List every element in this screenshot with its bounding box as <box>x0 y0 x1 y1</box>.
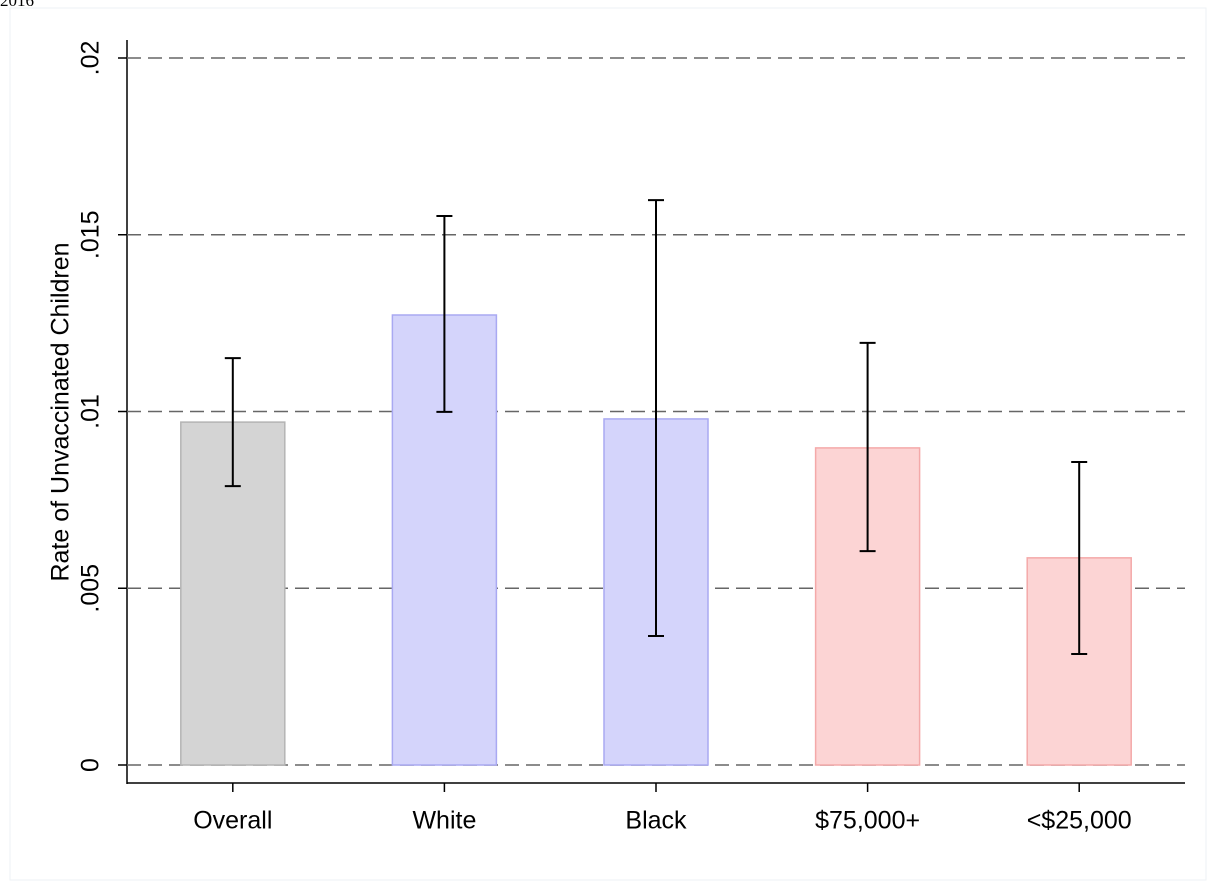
y-tick-label: 0 <box>77 758 105 772</box>
y-tick-label: .02 <box>77 41 105 76</box>
x-tick-label: $75,000+ <box>815 807 920 835</box>
y-tick-label: .01 <box>77 394 105 429</box>
y-axis-title: Rate of Unvaccinated Children <box>47 242 75 581</box>
error-bar <box>224 357 241 488</box>
x-tick-label: Overall <box>193 807 272 835</box>
x-tick-label: Black <box>625 807 687 835</box>
y-tick-label: .015 <box>77 210 105 259</box>
subtitle: 2016 <box>0 0 34 10</box>
x-tick-label: White <box>412 807 476 835</box>
error-bar <box>436 215 453 413</box>
x-tick-label: <$25,000 <box>1027 807 1132 835</box>
error-bar <box>859 341 876 553</box>
y-tick-label: .005 <box>77 564 105 613</box>
error-bar <box>1071 461 1088 656</box>
error-bar <box>648 199 664 637</box>
